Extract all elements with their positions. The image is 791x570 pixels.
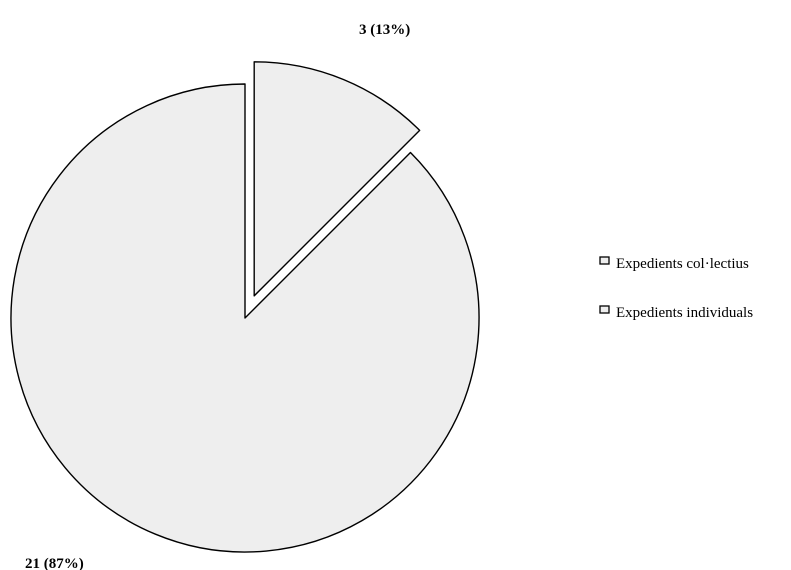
slice-individuals: [10, 83, 480, 553]
pie-slices: [10, 61, 480, 553]
slice-collectius: [253, 61, 421, 297]
legend-label-collectius: Expedients col·lectius: [616, 256, 749, 272]
legend: Expedients col·lectius Expedients indivi…: [599, 256, 753, 321]
data-label-collectius: 3 (13%): [359, 22, 410, 38]
legend-swatch-collectius: [599, 256, 610, 265]
pie-data-labels: 3 (13%) 21 (87%): [25, 22, 410, 570]
legend-swatch-individuals: [599, 305, 610, 314]
data-label-individuals: 21 (87%): [25, 556, 84, 570]
legend-label-individuals: Expedients individuals: [616, 305, 753, 321]
